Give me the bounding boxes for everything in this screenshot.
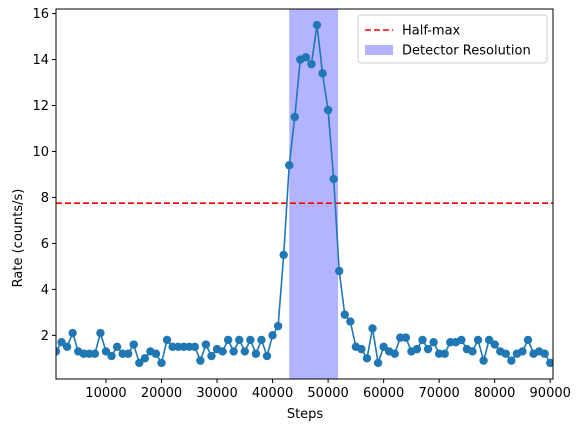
- data-point: [312, 20, 322, 30]
- data-point: [490, 340, 499, 349]
- data-point: [329, 174, 338, 184]
- y-tick-label: 16: [32, 7, 49, 22]
- data-point: [262, 351, 272, 361]
- data-point: [390, 349, 399, 358]
- data-point: [368, 324, 377, 333]
- data-point: [373, 358, 383, 368]
- data-point: [246, 335, 255, 345]
- data-point: [90, 349, 100, 358]
- data-point: [235, 335, 244, 345]
- legend-label: Half-max: [402, 24, 461, 39]
- y-axis-label: Rate (counts/s): [11, 189, 26, 288]
- legend-swatch-detector-resolution: [365, 45, 393, 55]
- data-point: [318, 69, 327, 78]
- data-point: [240, 347, 250, 356]
- detector-resolution-band: [289, 9, 339, 379]
- data-point: [423, 344, 433, 354]
- data-point: [151, 349, 161, 358]
- data-point: [484, 335, 494, 345]
- data-point: [123, 349, 133, 358]
- data-point: [473, 335, 483, 345]
- y-tick-label: 4: [41, 283, 49, 298]
- x-tick-label: 20000: [141, 386, 182, 401]
- data-point: [412, 344, 422, 354]
- data-point: [157, 358, 166, 368]
- data-point: [357, 344, 366, 354]
- data-point: [335, 266, 344, 276]
- data-point: [56, 347, 61, 356]
- legend-box: [357, 14, 548, 64]
- data-point: [546, 358, 553, 368]
- x-tick-label: 40000: [252, 386, 293, 401]
- x-tick-label: 10000: [85, 386, 126, 401]
- x-axis-label: Steps: [287, 407, 324, 422]
- data-point: [401, 333, 411, 342]
- data-point: [229, 347, 238, 356]
- x-tick-label: 70000: [418, 386, 459, 401]
- data-point: [96, 328, 105, 338]
- data-point: [207, 351, 216, 361]
- data-point: [379, 342, 388, 352]
- data-point: [346, 317, 355, 326]
- data-point: [62, 342, 72, 352]
- data-point: [418, 335, 427, 345]
- x-tick-label: 80000: [474, 386, 515, 401]
- data-point: [285, 161, 294, 170]
- y-tick-label: 10: [32, 145, 49, 160]
- data-point: [190, 342, 200, 352]
- data-point: [101, 347, 111, 356]
- y-axis-label-group: Rate (counts/s): [11, 189, 26, 288]
- legend-label: Detector Resolution: [402, 44, 531, 59]
- data-point: [440, 349, 449, 358]
- data-point: [112, 342, 122, 352]
- data-point: [223, 335, 233, 345]
- data-point: [340, 310, 349, 319]
- y-tick-label: 14: [32, 53, 49, 68]
- data-point: [107, 351, 116, 361]
- data-point: [457, 335, 466, 345]
- data-point: [429, 338, 438, 347]
- x-tick-label: 50000: [307, 386, 348, 401]
- data-point: [518, 347, 527, 356]
- data-point: [257, 335, 266, 345]
- data-point: [68, 328, 77, 338]
- y-tick-label: 12: [32, 99, 49, 114]
- data-point: [479, 356, 488, 365]
- x-tick-label: 90000: [530, 386, 571, 401]
- y-tick-label: 6: [41, 237, 49, 252]
- axes-frame: [55, 8, 554, 380]
- data-point: [129, 340, 138, 349]
- data-point: [362, 354, 372, 363]
- data-point: [162, 335, 172, 345]
- x-tick-label: 30000: [196, 386, 237, 401]
- data-point: [540, 349, 549, 358]
- y-tick-label: 8: [41, 191, 49, 206]
- data-point: [290, 112, 299, 122]
- data-point: [251, 349, 261, 358]
- data-point: [323, 105, 333, 115]
- data-point: [301, 53, 311, 62]
- data-point: [140, 354, 150, 363]
- data-point: [201, 340, 211, 349]
- data-point: [279, 250, 288, 260]
- data-point: [196, 356, 205, 365]
- data-point: [273, 321, 283, 331]
- data-point: [57, 338, 66, 347]
- plot-inner: [56, 9, 553, 379]
- data-point: [135, 358, 144, 368]
- x-tick-label: 60000: [363, 386, 404, 401]
- data-point: [268, 331, 277, 340]
- data-point: [218, 347, 227, 356]
- data-point: [501, 349, 510, 358]
- data-point: [523, 335, 533, 345]
- data-point: [307, 59, 316, 69]
- y-tick-label: 2: [41, 329, 49, 344]
- data-point: [507, 356, 516, 365]
- legend: Half-max Detector Resolution: [357, 14, 548, 64]
- data-point: [468, 347, 477, 356]
- plot-area: 10000 20000 30000 40000 50000 60000 70000 80000…: [32, 7, 570, 401]
